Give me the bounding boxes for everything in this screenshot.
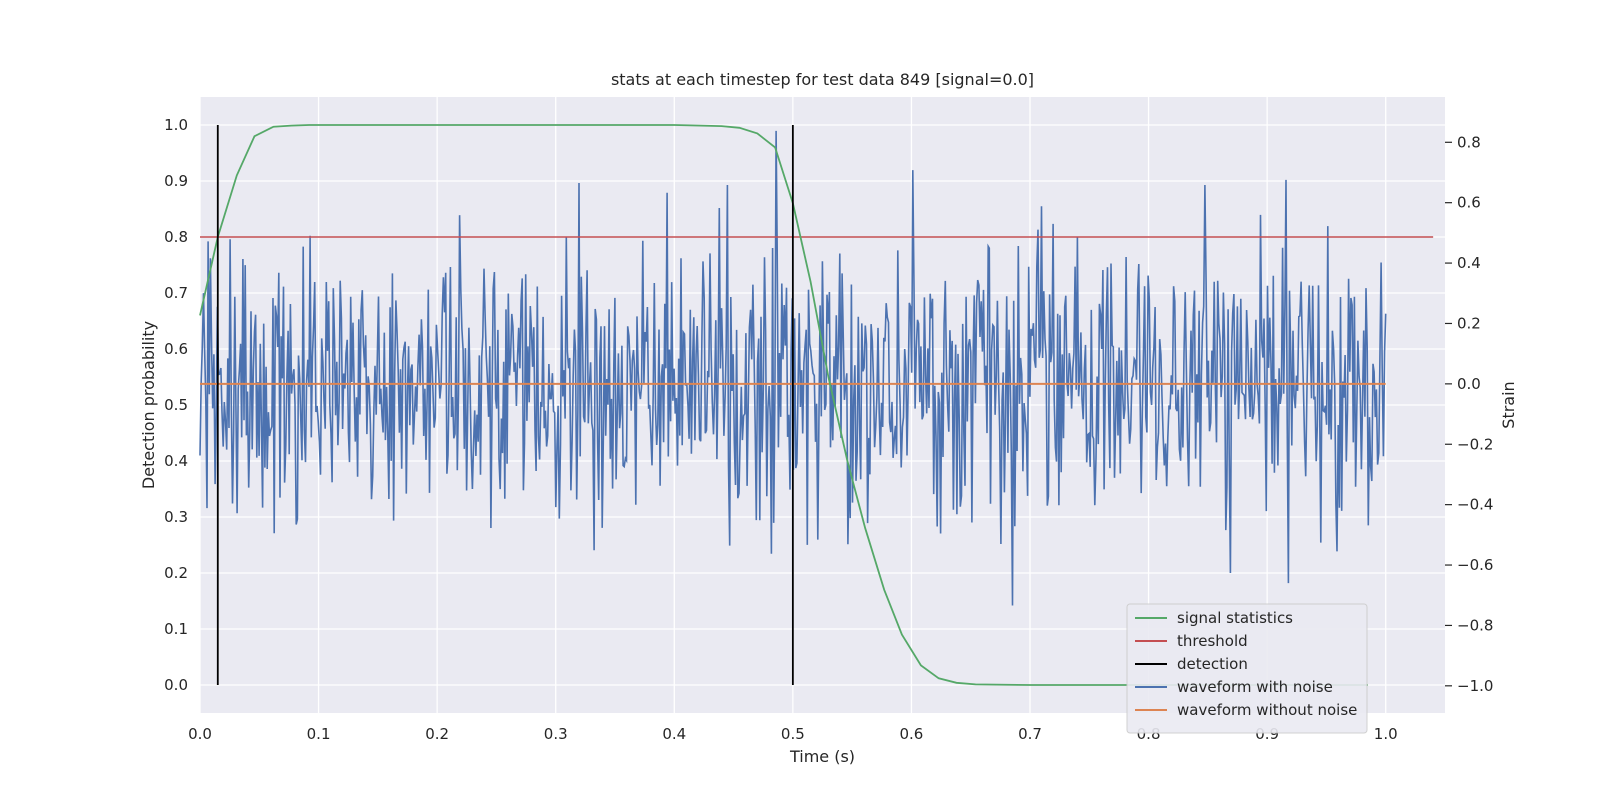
x-tick-label: 1.0 <box>1374 725 1398 743</box>
y-tick-label-left: 0.5 <box>164 396 188 414</box>
y-tick-label-left: 0.0 <box>164 676 188 694</box>
x-tick-label: 0.3 <box>544 725 568 743</box>
y-tick-label-right: −0.8 <box>1457 616 1493 634</box>
y-tick-label-right: −0.4 <box>1457 496 1493 514</box>
y-tick-label-left: 0.8 <box>164 228 188 246</box>
legend-item-label: waveform with noise <box>1177 678 1333 696</box>
y-tick-label-right: −0.2 <box>1457 435 1493 453</box>
x-tick-label: 0.7 <box>1018 725 1042 743</box>
y-tick-label-left: 0.9 <box>164 172 188 190</box>
y-tick-label-right: 0.0 <box>1457 375 1481 393</box>
y-tick-label-left: 0.3 <box>164 508 188 526</box>
y-tick-label-right: 0.2 <box>1457 314 1481 332</box>
x-tick-label: 0.6 <box>899 725 923 743</box>
chart-title: stats at each timestep for test data 849… <box>611 70 1034 89</box>
y-axis-label-right: Strain <box>1499 381 1518 428</box>
y-tick-label-right: −0.6 <box>1457 556 1493 574</box>
legend-item-label: waveform without noise <box>1177 701 1357 719</box>
x-tick-label: 0.1 <box>307 725 331 743</box>
y-tick-label-right: 0.4 <box>1457 254 1481 272</box>
x-tick-label: 0.5 <box>781 725 805 743</box>
x-tick-label: 0.4 <box>662 725 686 743</box>
y-tick-label-left: 0.6 <box>164 340 188 358</box>
x-axis-label: Time (s) <box>789 747 855 766</box>
y-tick-label-right: 0.6 <box>1457 194 1481 212</box>
y-tick-label-left: 0.7 <box>164 284 188 302</box>
legend-item-label: threshold <box>1177 632 1248 650</box>
y-tick-label-right: −1.0 <box>1457 677 1493 695</box>
series-signal-statistics <box>199 124 1368 686</box>
legend: signal statistics threshold detection wavef… <box>1126 603 1368 734</box>
y-tick-label-left: 0.4 <box>164 452 188 470</box>
legend-item-label: detection <box>1177 655 1248 673</box>
y-axis-label-left: Detection probability <box>139 321 158 489</box>
x-tick-label: 0.2 <box>425 725 449 743</box>
y-tick-label-left: 1.0 <box>164 116 188 134</box>
legend-item-label: signal statistics <box>1177 609 1293 627</box>
legend-box <box>1126 603 1368 734</box>
x-tick-label: 0.0 <box>188 725 212 743</box>
series-layer <box>199 124 1434 686</box>
y-tick-label-left: 0.1 <box>164 620 188 638</box>
y-tick-label-left: 0.2 <box>164 564 188 582</box>
y-tick-label-right: 0.8 <box>1457 133 1481 151</box>
